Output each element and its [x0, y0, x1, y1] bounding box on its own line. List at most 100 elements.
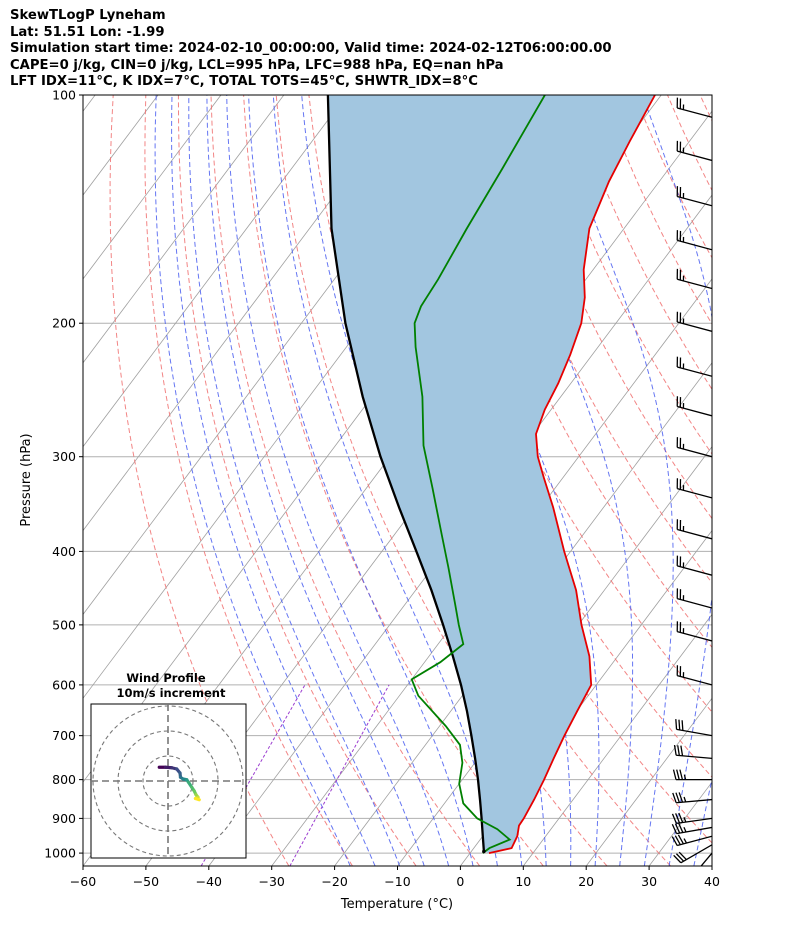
wind-barb: [676, 519, 712, 540]
barb-full: [675, 813, 681, 824]
isotherm: [585, 697, 712, 866]
dry-adiabat: [210, 95, 481, 866]
y-tick-label: 100: [52, 88, 76, 103]
dry-adiabat: [438, 95, 712, 649]
barb-full: [673, 744, 677, 756]
barb-full: [680, 876, 689, 881]
wind-barb: [673, 744, 712, 760]
barb-full: [674, 823, 681, 834]
hodograph-inset: Wind Profile 10m/s increment: [90, 671, 247, 859]
barb-half: [683, 774, 687, 780]
moist-adiabat: [693, 776, 712, 866]
wind-barb: [676, 356, 712, 377]
y-tick-label: 400: [52, 544, 76, 559]
temperature-profile-line: [488, 95, 656, 854]
barb-full: [671, 836, 678, 846]
cape-shading: [327, 95, 655, 854]
wind-barb: [676, 478, 712, 499]
x-axis-ticks: −60 −50 −40 −30 −20 −10 0 10 20 30 40: [70, 866, 720, 889]
x-tick-label: −60: [70, 874, 96, 889]
moist-adiabat: [478, 95, 634, 866]
y-tick-label: 900: [52, 811, 76, 826]
barb-half: [683, 838, 688, 844]
moist-adiabat: [171, 95, 376, 866]
barb-full: [682, 874, 691, 879]
isotherm: [83, 95, 348, 448]
isotherm: [711, 865, 712, 866]
barb-full: [677, 834, 684, 845]
y-tick-label: 600: [52, 677, 76, 692]
barb-half: [688, 873, 693, 875]
y-tick-label: 700: [52, 728, 76, 743]
wind-barb: [672, 769, 712, 781]
dry-adiabat: [634, 95, 712, 259]
dry-adiabat: [733, 95, 794, 866]
moist-adiabat: [719, 95, 794, 866]
moist-adiabat: [154, 95, 351, 866]
barb-staff: [677, 366, 712, 377]
isotherm: [83, 95, 222, 280]
barb-full: [679, 769, 684, 780]
cin-shaded-area: [327, 95, 655, 854]
wind-barb: [676, 311, 712, 332]
moist-adiabat: [272, 95, 498, 866]
x-tick-label: −10: [384, 874, 410, 889]
wind-barb: [676, 555, 712, 576]
barb-full: [681, 720, 684, 731]
barb-staff: [677, 278, 712, 290]
hodograph-trace-segment: [193, 796, 201, 802]
dry-adiabat: [275, 95, 608, 866]
barb-full: [675, 853, 685, 862]
y-tick-label: 300: [52, 449, 76, 464]
wind-barb: [671, 834, 712, 847]
barb-full: [675, 792, 680, 803]
wind-barb: [676, 230, 712, 251]
wind-barb: [676, 396, 712, 417]
hodograph-plot: [91, 704, 246, 858]
wind-barb: [676, 665, 712, 686]
dry-adiabat: [177, 95, 417, 866]
y-tick-label: 800: [52, 772, 76, 787]
y-axis-label: Pressure (hPa): [19, 433, 34, 526]
parcel-profile-line: [326, 95, 486, 852]
isotherm: [648, 781, 712, 866]
barb-staff: [700, 852, 712, 866]
wind-barb: [676, 97, 712, 118]
moist-adiabat: [188, 95, 401, 866]
barb-staff: [677, 528, 712, 540]
lcl-marker: [482, 849, 486, 854]
isotherm: [334, 362, 712, 866]
wind-barb: [680, 852, 712, 881]
x-tick-label: −20: [321, 874, 347, 889]
plot-area: [83, 95, 794, 881]
isotherm: [522, 613, 712, 866]
simulation-time-line: Simulation start time: 2024-02-10_00:00:…: [10, 41, 612, 56]
barb-full: [671, 813, 677, 824]
barb-staff: [677, 405, 712, 417]
wind-barb: [676, 588, 712, 609]
moist-adiabat: [226, 95, 450, 866]
moist-adiabat: [248, 95, 474, 866]
wind-barb: [676, 140, 712, 162]
wind-barb: [671, 812, 712, 825]
barb-full: [680, 745, 684, 756]
isotherm: [83, 95, 285, 364]
barb-full: [675, 719, 678, 730]
x-tick-label: −30: [259, 874, 285, 889]
barb-full: [678, 719, 681, 731]
cape-line: CAPE=0 j/kg, CIN=0 j/kg, LCL=995 hPa, LF…: [10, 57, 504, 73]
x-tick-label: 30: [641, 874, 657, 889]
moist-adiabat: [206, 95, 425, 866]
x-tick-label: 40: [704, 874, 720, 889]
wind-barb: [676, 437, 712, 458]
wind-barb: [672, 792, 712, 804]
barb-staff: [677, 446, 712, 458]
barb-half: [683, 817, 687, 823]
barb-staff: [680, 844, 712, 864]
wind-barb: [676, 268, 712, 290]
dewpoint-profile-line: [410, 95, 546, 854]
dry-adiabat: [699, 95, 712, 122]
barb-full: [674, 835, 681, 846]
y-axis-ticks: 100 200 300 400 500 600 700 800 900 1000: [44, 88, 83, 861]
hodograph-subtitle: 10m/s increment: [117, 686, 226, 700]
